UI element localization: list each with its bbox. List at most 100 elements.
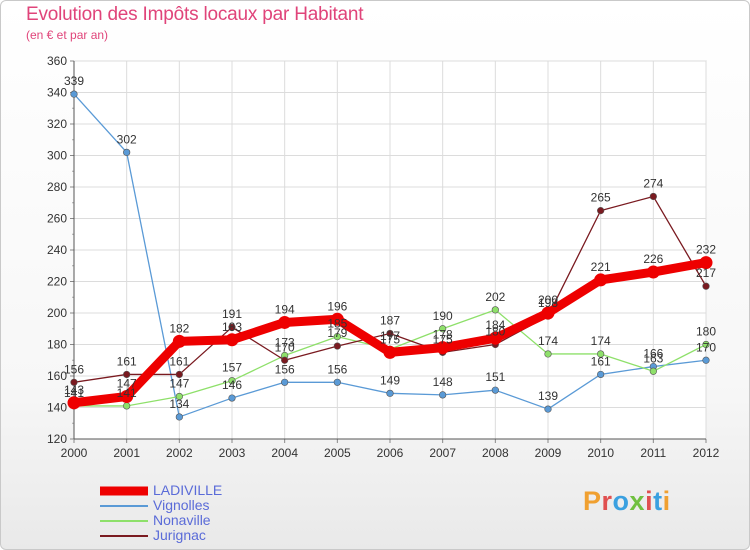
data-label: 147 bbox=[117, 376, 137, 390]
data-point bbox=[123, 370, 131, 379]
legend-label: LADIVILLE bbox=[153, 482, 223, 498]
data-point bbox=[544, 405, 552, 413]
data-label: 179 bbox=[327, 326, 347, 340]
data-label: 180 bbox=[696, 325, 716, 339]
logo-letter: P bbox=[583, 486, 602, 516]
chart-subtitle: (en € et par an) bbox=[26, 28, 109, 42]
data-point bbox=[172, 334, 186, 348]
y-tick-label: 240 bbox=[47, 243, 67, 257]
legend-item: Vignolles bbox=[100, 497, 320, 513]
data-point bbox=[649, 367, 657, 375]
data-label: 183 bbox=[222, 320, 242, 334]
data-point bbox=[123, 402, 131, 410]
data-label: 161 bbox=[591, 354, 611, 368]
y-tick-label: 320 bbox=[47, 117, 67, 131]
data-label: 178 bbox=[433, 328, 453, 342]
data-label: 149 bbox=[380, 373, 400, 387]
data-point bbox=[123, 148, 131, 156]
x-tick-label: 2003 bbox=[219, 446, 246, 460]
data-label: 143 bbox=[64, 383, 84, 397]
data-label: 274 bbox=[643, 176, 663, 190]
data-label: 134 bbox=[169, 397, 189, 411]
data-label: 146 bbox=[222, 378, 242, 392]
data-point bbox=[597, 207, 605, 215]
data-point bbox=[281, 378, 289, 386]
logo-letter: i bbox=[645, 486, 654, 516]
x-tick-label: 2006 bbox=[377, 446, 404, 460]
data-label: 163 bbox=[643, 351, 663, 365]
legend-label: Jurignac bbox=[153, 527, 206, 543]
data-point bbox=[702, 356, 710, 364]
data-label: 173 bbox=[275, 336, 295, 350]
data-label: 232 bbox=[696, 243, 716, 257]
data-label: 226 bbox=[643, 252, 663, 266]
data-point bbox=[281, 356, 289, 364]
y-tick-label: 340 bbox=[47, 86, 67, 100]
data-label: 185 bbox=[327, 317, 347, 331]
data-label: 202 bbox=[485, 290, 505, 304]
data-point bbox=[702, 340, 710, 349]
logo-letter: o bbox=[612, 486, 630, 516]
data-label: 200 bbox=[538, 293, 558, 307]
x-tick-label: 2010 bbox=[587, 446, 614, 460]
x-tick-label: 2001 bbox=[113, 446, 140, 460]
data-label: 156 bbox=[327, 362, 347, 376]
data-label: 156 bbox=[275, 362, 295, 376]
data-point bbox=[699, 256, 713, 270]
data-label: 148 bbox=[433, 375, 453, 389]
data-label: 161 bbox=[169, 354, 189, 368]
data-point bbox=[491, 386, 499, 394]
data-point bbox=[225, 333, 239, 347]
x-tick-label: 2009 bbox=[535, 446, 562, 460]
data-point bbox=[175, 413, 183, 421]
y-tick-label: 280 bbox=[47, 180, 67, 194]
data-point bbox=[228, 377, 236, 385]
data-label: 180 bbox=[485, 325, 505, 339]
y-tick-label: 140 bbox=[47, 401, 67, 415]
data-point bbox=[383, 345, 397, 359]
data-label: 174 bbox=[538, 334, 558, 348]
data-point bbox=[386, 329, 394, 338]
data-label: 141 bbox=[64, 386, 84, 400]
data-label: 339 bbox=[64, 74, 84, 88]
data-label: 170 bbox=[696, 340, 716, 354]
data-label: 190 bbox=[433, 309, 453, 323]
data-label: 141 bbox=[117, 386, 137, 400]
y-tick-label: 180 bbox=[47, 338, 67, 352]
legend-item: LADIVILLE bbox=[100, 482, 320, 498]
data-label: 174 bbox=[591, 334, 611, 348]
x-tick-label: 2012 bbox=[693, 446, 720, 460]
x-tick-label: 2000 bbox=[61, 446, 88, 460]
legend-item: Jurignac bbox=[100, 527, 320, 543]
proxiti-logo: Proxiti bbox=[583, 486, 671, 517]
data-point bbox=[541, 306, 555, 320]
data-point bbox=[439, 391, 447, 399]
legend-label: Vignolles bbox=[153, 497, 210, 513]
logo-letter: t bbox=[653, 486, 663, 516]
data-point bbox=[702, 282, 710, 290]
y-tick-label: 300 bbox=[47, 149, 67, 163]
data-label: 191 bbox=[222, 307, 242, 321]
legend-swatch bbox=[100, 504, 148, 507]
data-label: 151 bbox=[485, 370, 505, 384]
data-label: 182 bbox=[169, 321, 189, 335]
data-label: 175 bbox=[433, 332, 453, 346]
x-tick-label: 2004 bbox=[271, 446, 298, 460]
data-point bbox=[175, 392, 183, 401]
y-tick-label: 220 bbox=[47, 275, 67, 289]
data-point bbox=[594, 273, 608, 287]
legend-swatch bbox=[100, 486, 148, 495]
data-point bbox=[488, 331, 502, 345]
data-label: 184 bbox=[485, 318, 505, 332]
data-point bbox=[436, 341, 450, 355]
data-point bbox=[120, 389, 134, 403]
data-point bbox=[544, 350, 552, 358]
y-tick-label: 360 bbox=[47, 54, 67, 68]
data-point bbox=[649, 192, 657, 201]
data-point bbox=[386, 389, 394, 397]
data-label: 170 bbox=[275, 340, 295, 354]
data-point bbox=[67, 396, 81, 410]
data-point bbox=[597, 350, 605, 358]
data-point bbox=[228, 323, 236, 331]
